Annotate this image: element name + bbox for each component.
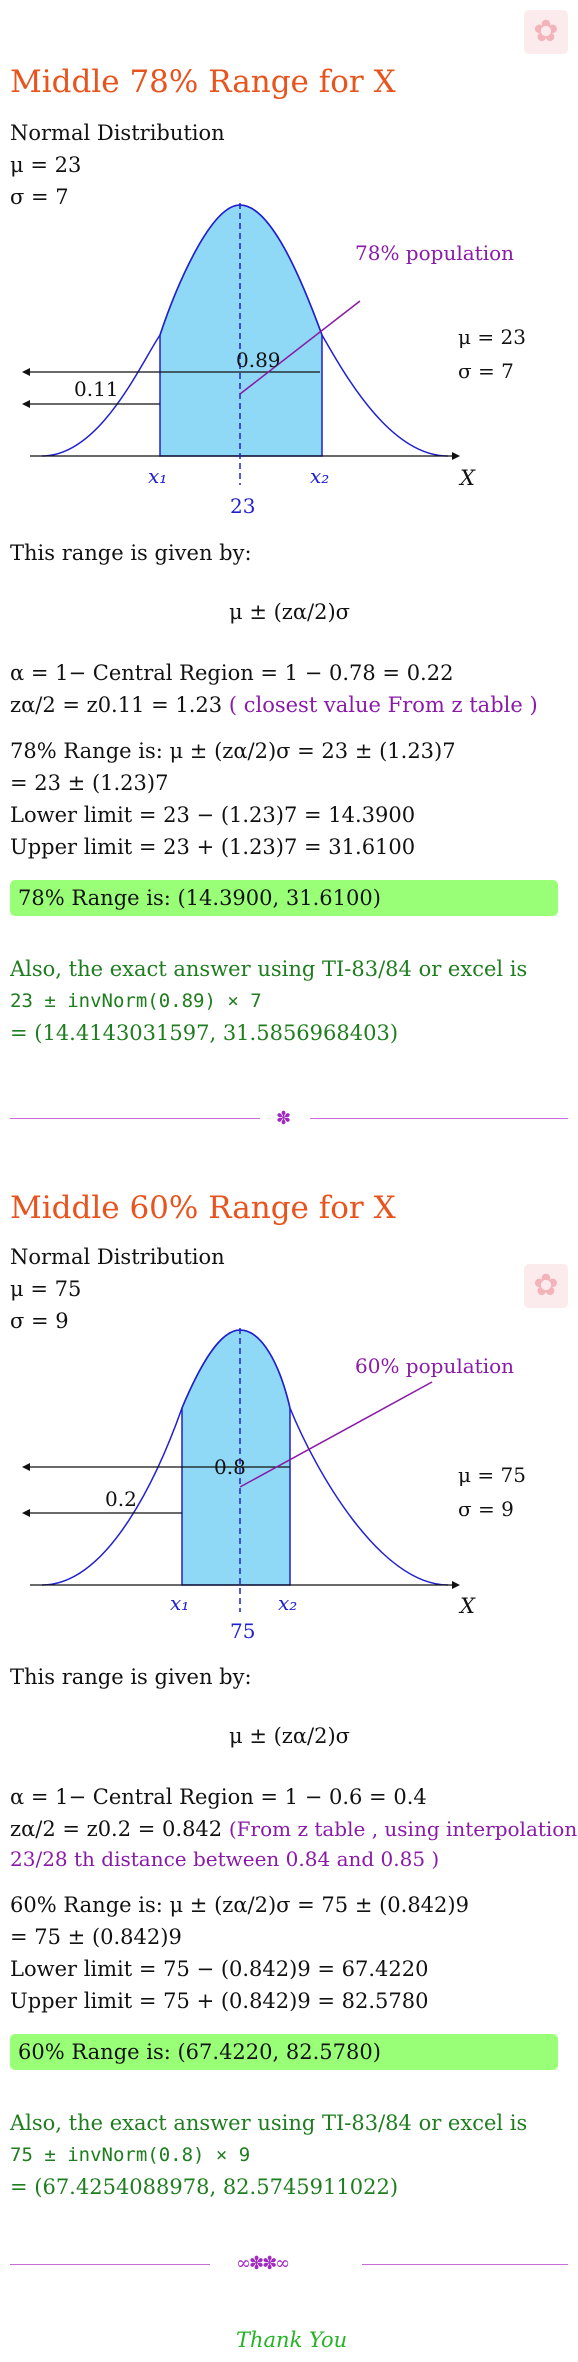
x-axis-label: X [458,1594,476,1618]
section-2-exact-intro: Also, the exact answer using TI-83/84 or… [10,2111,528,2135]
section-2-result: 60% Range is: (67.4220, 82.5780) [10,2034,558,2070]
section-2-mu: μ = 75 [10,1277,82,1301]
center-label: 75 [230,1619,255,1643]
population-pointer [239,300,361,395]
section-2-exact-expr: 75 ± invNorm(0.8) × 9 [10,2144,251,2166]
x-axis-label: X [458,466,476,490]
cum-label: 0.89 [236,348,281,372]
section-2-lower-limit: Lower limit = 75 − (0.842)9 = 67.4220 [10,1957,429,1981]
x1-label: x₁ [170,1591,189,1615]
divider-right-2 [362,2264,568,2265]
tail-label: 0.2 [105,1487,137,1511]
z-line: zα/2 = z0.11 = 1.23 [10,693,223,717]
section-1-normal-curve: 78% population 0.89 0.11 μ = 23 σ = 7 x₁… [22,203,526,518]
graph-sigma: σ = 9 [458,1497,514,1521]
section-2-range-intro: This range is given by: [10,1665,252,1689]
section-2-range-line: 60% Range is: μ ± (zα/2)σ = 75 ± (0.842)… [10,1893,469,1917]
population-label: 60% population [355,1354,514,1378]
section-2-distribution-label: Normal Distribution [10,1245,225,1269]
section-2-sigma: σ = 9 [10,1309,69,1333]
section-1-mu: μ = 23 [10,153,82,177]
graph-mu: μ = 23 [458,325,526,349]
x1-label: x₁ [148,464,167,488]
section-2-upper-limit: Upper limit = 75 + (0.842)9 = 82.5780 [10,1989,429,2013]
section-2-alpha: α = 1− Central Region = 1 − 0.6 = 0.4 [10,1785,427,1809]
x2-label: x₂ [310,464,329,488]
section-2-exact-result: = (67.4254088978, 82.5745911022) [10,2175,399,2199]
section-1-sigma: σ = 7 [10,185,69,209]
graph-sigma: σ = 7 [458,359,514,383]
logo-icon-2: ✿ [524,1264,568,1308]
section-1-upper-limit: Upper limit = 23 + (1.23)7 = 31.6100 [10,835,416,859]
section-1-exact-result: = (14.4143031597, 31.5856968403) [10,1021,399,1045]
section-2-normal-curve: 60% population 0.8 0.2 μ = 75 σ = 9 x₁ x… [22,1328,526,1643]
section-1-result: 78% Range is: (14.3900, 31.6100) [10,880,558,916]
tail-label: 0.11 [74,377,119,401]
section-2-z-value: zα/2 = z0.2 = 0.842 (From z table , usin… [10,1816,578,1842]
cum-label: 0.8 [214,1455,246,1479]
population-label: 78% population [355,241,514,265]
section-1-distribution-label: Normal Distribution [10,121,225,145]
graph-mu: μ = 75 [458,1463,526,1487]
section-1-range-intro: This range is given by: [10,541,252,565]
thank-you: Thank You [236,2328,348,2352]
section-2-formula: μ ± (zα/2)σ [229,1724,350,1748]
divider-right [310,1118,568,1119]
divider-left [10,1118,260,1119]
section-2-z-note-2: 23/28 th distance between 0.84 and 0.85 … [10,1847,440,1871]
section-1-alpha: α = 1− Central Region = 1 − 0.78 = 0.22 [10,661,454,685]
x2-label: x₂ [278,1591,297,1615]
section-1-range-line: 78% Range is: μ ± (zα/2)σ = 23 ± (1.23)7 [10,739,456,763]
z-note: (From z table , using interpolation, [228,1817,578,1841]
section-1-z-value: zα/2 = z0.11 = 1.23 ( closest value From… [10,692,538,718]
section-1-exact-intro: Also, the exact answer using TI-83/84 or… [10,957,528,981]
section-1-range-line-2: = 23 ± (1.23)7 [10,771,169,795]
section-1-lower-limit: Lower limit = 23 − (1.23)7 = 14.3900 [10,803,416,827]
section-1-formula: μ ± (zα/2)σ [229,600,350,624]
ornament-icon: ✽ [276,1108,292,1129]
section-1-title: Middle 78% Range for X [10,64,396,100]
z-note: ( closest value From z table ) [228,693,538,717]
shaded-region [159,204,323,457]
population-pointer [239,1381,433,1488]
divider-left-2 [10,2264,210,2265]
section-2-title: Middle 60% Range for X [10,1190,396,1226]
center-label: 23 [230,494,255,518]
section-1-exact-expr: 23 ± invNorm(0.89) × 7 [10,990,262,1012]
ornament-icon-2: ∞✽✽∞ [236,2253,290,2274]
z-line: zα/2 = z0.2 = 0.842 [10,1817,223,1841]
logo-icon: ✿ [524,10,568,54]
section-2-range-line-2: = 75 ± (0.842)9 [10,1925,182,1949]
